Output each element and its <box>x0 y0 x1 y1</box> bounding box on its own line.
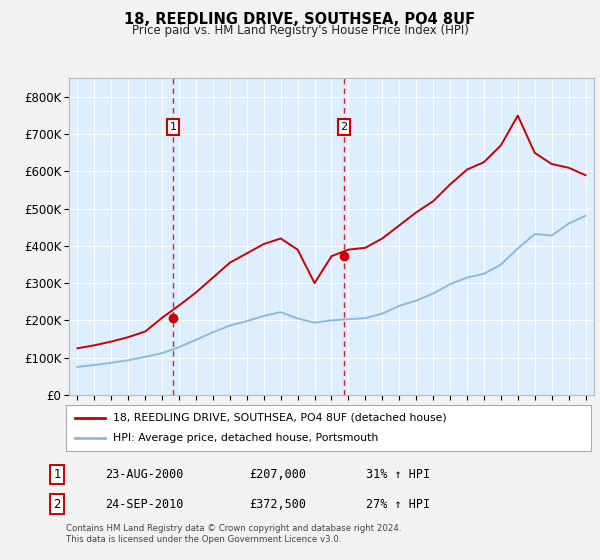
Text: 2: 2 <box>340 122 347 132</box>
Text: 27% ↑ HPI: 27% ↑ HPI <box>366 497 430 511</box>
Text: 1: 1 <box>53 468 61 481</box>
Text: 24-SEP-2010: 24-SEP-2010 <box>105 497 184 511</box>
Text: 31% ↑ HPI: 31% ↑ HPI <box>366 468 430 481</box>
Text: 23-AUG-2000: 23-AUG-2000 <box>105 468 184 481</box>
Text: Price paid vs. HM Land Registry's House Price Index (HPI): Price paid vs. HM Land Registry's House … <box>131 24 469 36</box>
Text: 2: 2 <box>53 497 61 511</box>
Text: £207,000: £207,000 <box>249 468 306 481</box>
Text: £372,500: £372,500 <box>249 497 306 511</box>
Text: HPI: Average price, detached house, Portsmouth: HPI: Average price, detached house, Port… <box>113 433 379 443</box>
Text: This data is licensed under the Open Government Licence v3.0.: This data is licensed under the Open Gov… <box>66 535 341 544</box>
Text: 1: 1 <box>170 122 176 132</box>
Text: Contains HM Land Registry data © Crown copyright and database right 2024.: Contains HM Land Registry data © Crown c… <box>66 524 401 533</box>
Text: 18, REEDLING DRIVE, SOUTHSEA, PO4 8UF (detached house): 18, REEDLING DRIVE, SOUTHSEA, PO4 8UF (d… <box>113 413 447 423</box>
Text: 18, REEDLING DRIVE, SOUTHSEA, PO4 8UF: 18, REEDLING DRIVE, SOUTHSEA, PO4 8UF <box>124 12 476 27</box>
